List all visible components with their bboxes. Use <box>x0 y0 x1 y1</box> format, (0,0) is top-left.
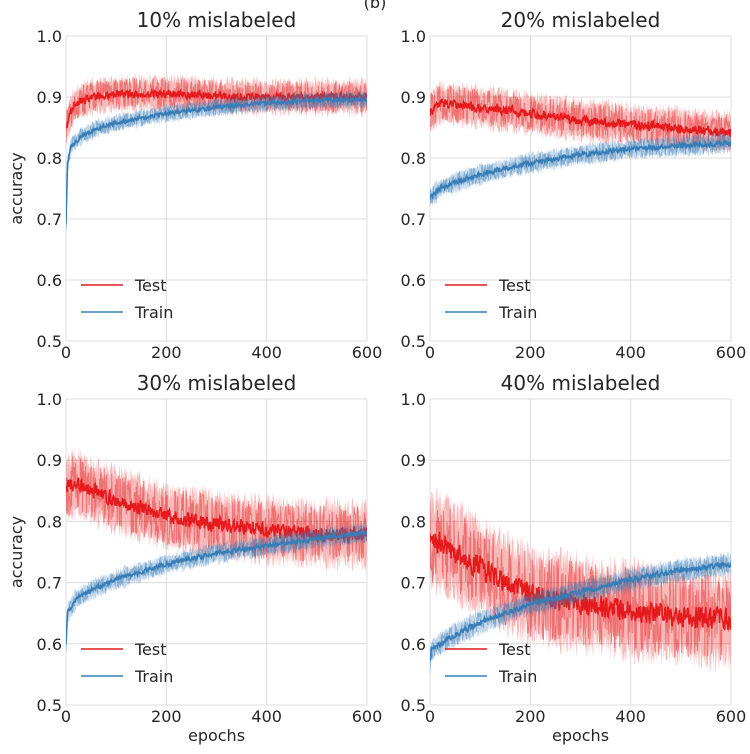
y-tick-label: 0.9 <box>401 88 426 107</box>
series-line-test <box>430 531 731 631</box>
chart-panel-4: 40% mislabeled 0 200 400 600 0.5 0.6 0.7 0.8 0.9 1… <box>401 371 747 745</box>
series-line-train <box>66 529 367 645</box>
y-axis-label: accuracy <box>7 516 26 588</box>
series-line-train <box>430 561 731 661</box>
y-tick-label: 1.0 <box>401 27 426 46</box>
legend-label-test: Test <box>498 640 531 659</box>
x-tick-label: 600 <box>352 343 383 362</box>
y-tick-label: 0.5 <box>37 332 62 351</box>
x-tick-label: 200 <box>151 707 182 726</box>
legend-label-train: Train <box>498 303 537 322</box>
series-line-train <box>430 138 731 200</box>
legend-label-train: Train <box>134 667 173 686</box>
series-trials-test <box>430 86 731 151</box>
chart-title: 20% mislabeled <box>501 8 661 32</box>
legend-label-train: Train <box>134 303 173 322</box>
y-tick-label: 0.6 <box>37 271 62 290</box>
series-line-test <box>66 477 367 545</box>
y-tick-label: 0.9 <box>401 451 426 470</box>
chart-panel-3: 30% mislabeled 0 200 400 600 0.5 0.6 0.7 0.8 0.9 1… <box>7 371 382 745</box>
y-tick-label: 0.8 <box>401 512 426 531</box>
y-tick-label: 0.7 <box>401 210 426 229</box>
x-tick-label: 200 <box>515 343 546 362</box>
x-tick-label: 600 <box>352 707 383 726</box>
series-line-test <box>430 98 731 138</box>
y-tick-label: 0.8 <box>401 149 426 168</box>
y-tick-label: 0.5 <box>37 696 62 715</box>
series-band-train <box>430 131 731 208</box>
y-tick-label: 0.6 <box>401 271 426 290</box>
y-tick-label: 0.5 <box>401 332 426 351</box>
x-tick-label: 0 <box>61 707 71 726</box>
series-trials-test <box>430 496 731 661</box>
series-line-train <box>66 95 367 225</box>
series-band-test <box>430 487 731 673</box>
y-axis-label: accuracy <box>7 152 26 224</box>
y-tick-label: 1.0 <box>37 390 62 409</box>
y-tick-label: 0.7 <box>37 574 62 593</box>
y-tick-label: 0.7 <box>401 574 426 593</box>
y-tick-label: 0.6 <box>401 635 426 654</box>
y-tick-label: 0.8 <box>37 149 62 168</box>
legend-label-train: Train <box>498 667 537 686</box>
x-tick-label: 200 <box>151 343 182 362</box>
series-band-train <box>66 89 367 236</box>
legend-label-test: Test <box>498 276 531 295</box>
chart-panel-2: 20% mislabeled 0 200 400 600 0.5 0.6 0.7 0.8 0.9 1… <box>401 8 747 362</box>
y-tick-label: 0.7 <box>37 210 62 229</box>
x-axis-label: epochs <box>552 726 609 745</box>
x-axis-label: epochs <box>188 726 245 745</box>
legend-label-test: Test <box>134 640 167 659</box>
chart-title: 30% mislabeled <box>137 371 297 395</box>
figure-caption: (b) <box>364 0 387 12</box>
series-trials-test <box>66 78 367 138</box>
y-tick-label: 0.9 <box>37 451 62 470</box>
series-band-test <box>66 73 367 148</box>
series-band-test <box>430 79 731 156</box>
chart-panel-1: 10% mislabeled 0 200 400 600 0.5 0.6 0.7 0.8 0.9 1… <box>7 8 382 362</box>
x-tick-label: 0 <box>425 343 435 362</box>
y-tick-label: 0.6 <box>37 635 62 654</box>
chart-title: 10% mislabeled <box>137 8 297 32</box>
x-tick-label: 400 <box>251 707 282 726</box>
y-tick-label: 0.5 <box>401 696 426 715</box>
x-tick-label: 400 <box>251 343 282 362</box>
x-tick-label: 400 <box>615 343 646 362</box>
series-trials-train <box>430 554 731 673</box>
series-line-test <box>66 87 367 129</box>
chart-title: 40% mislabeled <box>501 371 661 395</box>
x-tick-label: 0 <box>425 707 435 726</box>
y-tick-label: 1.0 <box>401 390 426 409</box>
y-tick-label: 0.9 <box>37 88 62 107</box>
x-tick-label: 0 <box>61 343 71 362</box>
x-tick-label: 400 <box>615 707 646 726</box>
x-tick-label: 200 <box>515 707 546 726</box>
series-band-train <box>430 551 731 669</box>
y-tick-label: 1.0 <box>37 27 62 46</box>
x-tick-label: 600 <box>716 707 747 726</box>
series-band-train <box>66 520 367 652</box>
x-tick-label: 600 <box>716 343 747 362</box>
legend-label-test: Test <box>134 276 167 295</box>
y-tick-label: 0.8 <box>37 512 62 531</box>
